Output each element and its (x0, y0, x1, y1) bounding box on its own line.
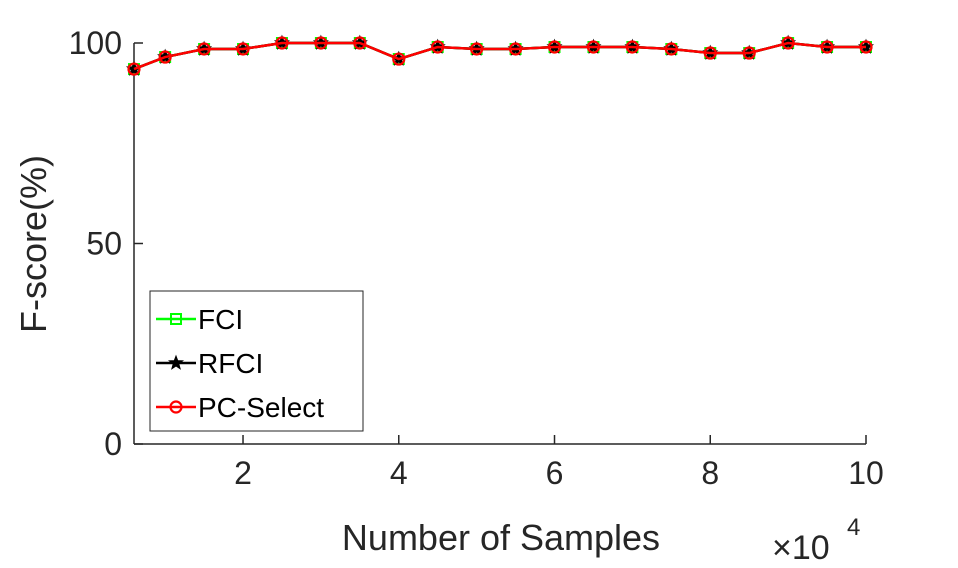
data-point (470, 42, 484, 56)
y-tick-label: 100 (69, 25, 122, 61)
data-point (508, 42, 523, 56)
legend-label: FCI (198, 304, 243, 335)
x-multiplier-base: ×10 (772, 529, 830, 567)
x-tick-label: 10 (848, 455, 884, 491)
series-layer (125, 34, 875, 76)
y-tick-label: 0 (104, 426, 122, 462)
data-point (664, 42, 678, 56)
legend-swatch-marker (167, 354, 185, 370)
x-axis-label: Number of Samples (342, 517, 660, 558)
legend: FCI RFCI PC-Select (149, 290, 364, 432)
x-axis-multiplier: ×10 4 (772, 514, 860, 567)
data-point (586, 40, 601, 54)
data-point (275, 36, 289, 50)
data-point (236, 42, 250, 56)
data-point (820, 40, 834, 54)
x-multiplier-exponent: 4 (847, 514, 860, 541)
data-point (392, 52, 406, 66)
data-point (314, 36, 328, 50)
x-tick-label: 4 (390, 455, 408, 491)
legend-label: RFCI (198, 348, 263, 379)
data-point (431, 40, 445, 54)
x-tick-label: 2 (234, 455, 252, 491)
data-point (547, 40, 562, 54)
series-rfci (125, 34, 875, 76)
data-point (625, 40, 639, 54)
legend-swatch-marker (170, 313, 182, 325)
data-point (353, 36, 367, 50)
data-point (127, 62, 141, 76)
x-tick-label: 6 (546, 455, 564, 491)
legend-swatch-marker (169, 400, 183, 414)
data-point (197, 42, 211, 56)
data-point (742, 46, 756, 60)
y-tick-label: 50 (86, 226, 122, 262)
series-pc-select (127, 36, 873, 76)
legend-label: PC-Select (198, 392, 324, 423)
data-point (859, 40, 873, 54)
data-point (158, 50, 172, 64)
y-axis-label: F-score(%) (13, 155, 54, 333)
data-point (703, 46, 717, 60)
x-tick-label: 8 (701, 455, 719, 491)
data-point (781, 36, 795, 50)
